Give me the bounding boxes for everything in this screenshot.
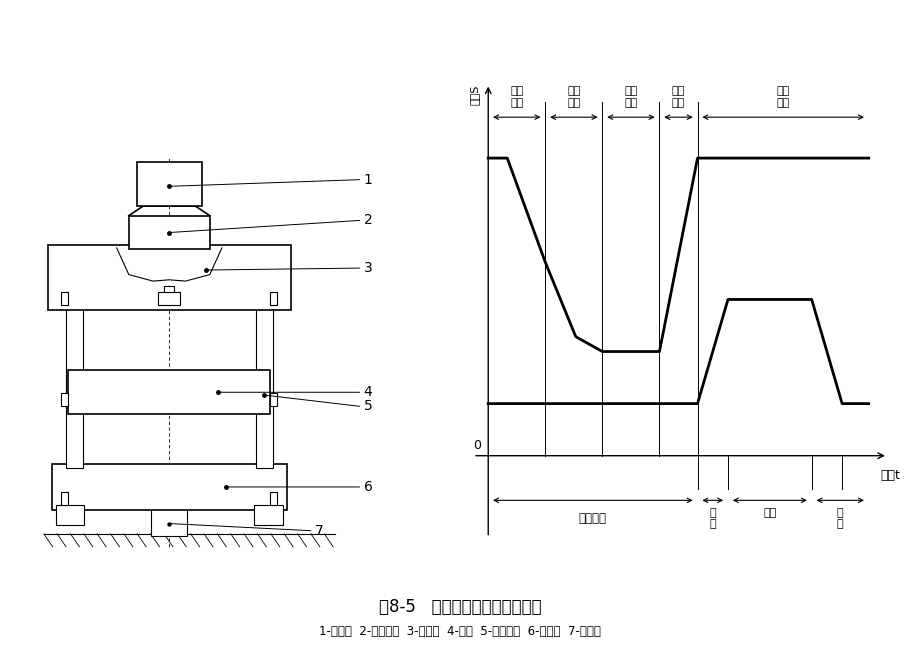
Text: 6: 6 [363, 480, 372, 494]
Text: 2: 2 [363, 214, 372, 227]
Text: 0: 0 [472, 439, 481, 452]
Bar [51, 464, 287, 510]
Text: 时间t: 时间t [879, 469, 899, 482]
Text: 停留: 停留 [763, 508, 776, 518]
Bar [164, 286, 175, 292]
Bar [66, 306, 83, 467]
Bar [158, 292, 180, 305]
Text: 顶
出: 顶 出 [709, 508, 715, 529]
Text: 图8-5   液压机的组成及工作循环: 图8-5 液压机的组成及工作循环 [379, 598, 540, 616]
Bar [270, 393, 277, 406]
Text: 3: 3 [363, 261, 372, 275]
Bar [48, 245, 290, 311]
Text: 1: 1 [363, 173, 372, 187]
Bar [270, 492, 277, 505]
Bar [151, 508, 187, 536]
Text: 退
回: 退 回 [836, 508, 843, 529]
Text: 慢速
加压: 慢速 加压 [567, 87, 580, 108]
Text: 4: 4 [363, 385, 372, 399]
Bar [255, 306, 272, 467]
Bar [56, 505, 85, 525]
Bar [62, 492, 68, 505]
Bar [129, 215, 210, 249]
Text: 保压
延时: 保压 延时 [624, 87, 637, 108]
Text: 行程S: 行程S [470, 85, 480, 105]
Text: 1-充液箱  2-上液压缸  3-上横梁  4-滑块  5-导向立柱  6-下横梁  7-顶出缸: 1-充液箱 2-上液压缸 3-上横梁 4-滑块 5-导向立柱 6-下横梁 7-顶… [319, 625, 600, 638]
Bar [62, 393, 68, 406]
Text: 7: 7 [314, 523, 323, 538]
Text: 快速
下行: 快速 下行 [510, 87, 523, 108]
Bar [68, 370, 270, 415]
Text: 原位
停止: 原位 停止 [776, 87, 789, 108]
Text: 原位停止: 原位停止 [578, 512, 607, 525]
Bar [62, 292, 68, 305]
Bar [137, 162, 201, 206]
Bar [270, 292, 277, 305]
Bar [254, 505, 282, 525]
Text: 5: 5 [363, 399, 372, 413]
Text: 快速
返回: 快速 返回 [671, 87, 685, 108]
